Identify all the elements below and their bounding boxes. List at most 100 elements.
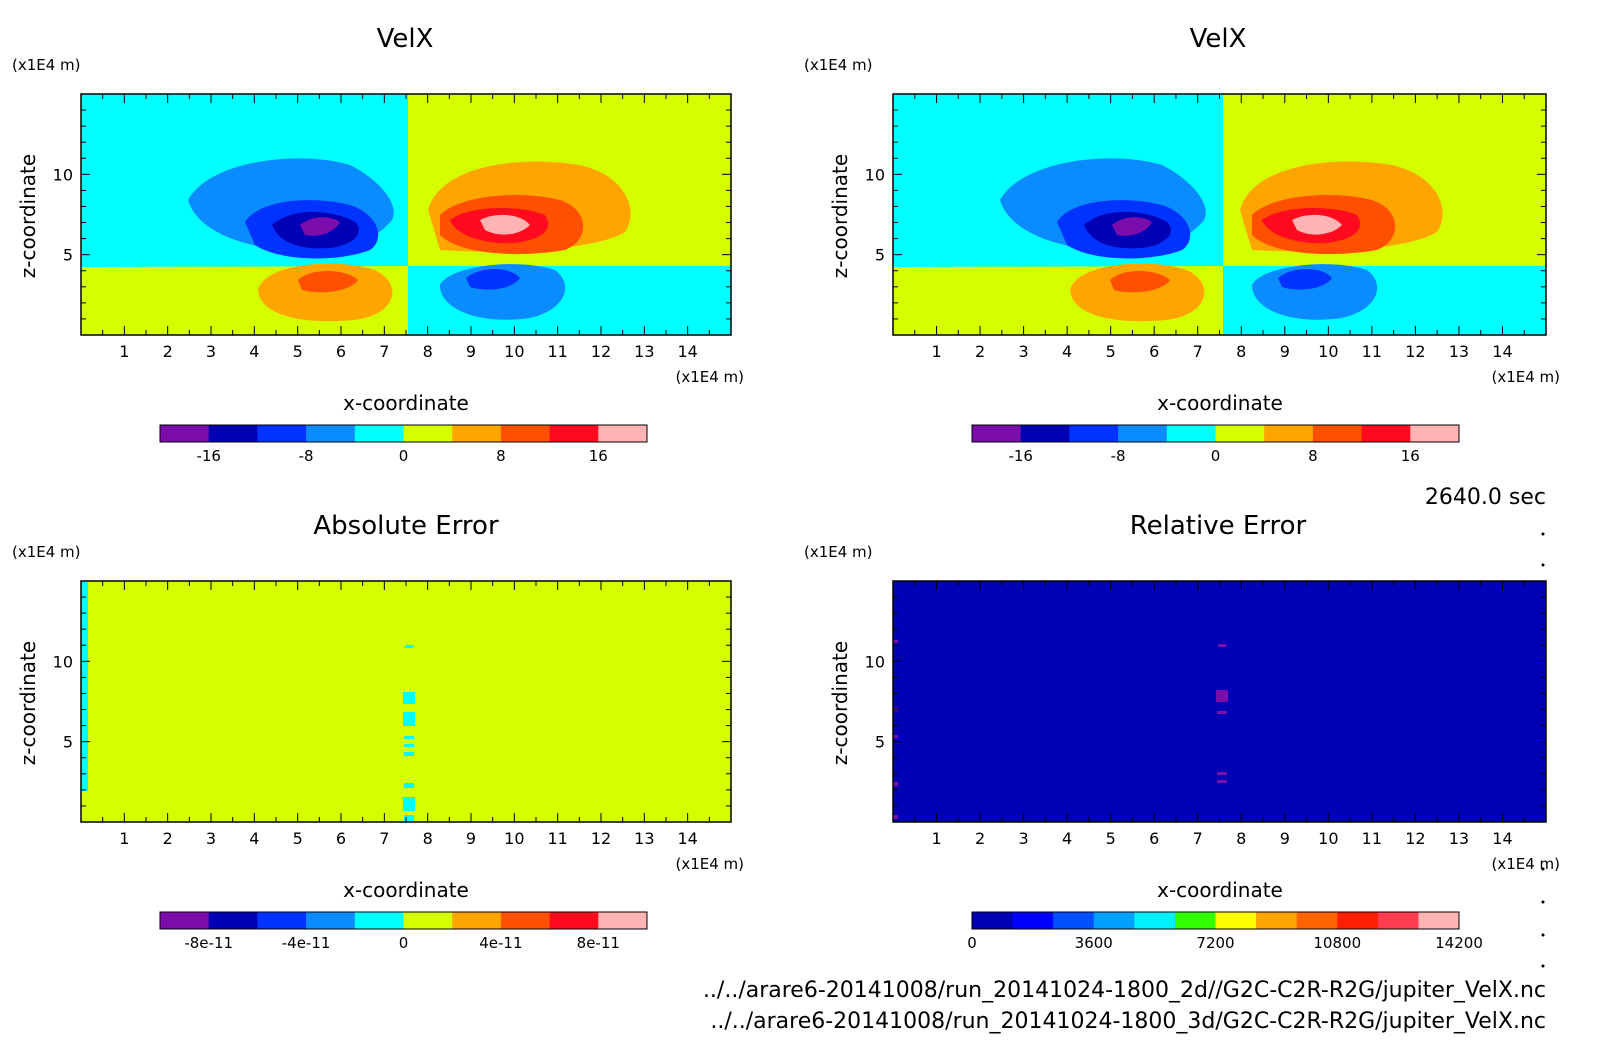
x-tick-label: 9: [1280, 829, 1290, 848]
colorbar-swatch: [500, 912, 551, 929]
colorbar-swatch: [1166, 425, 1216, 442]
x-tick-label: 9: [1280, 342, 1290, 361]
panel-velx-right: VelX (x1E4 m) 1 2 3 4 5 6 7 8 9 10 11 12 13 14 510 (x…: [804, 24, 1560, 465]
contour-pos-core: [1292, 214, 1342, 235]
colorbar-tick-label: 8: [496, 447, 506, 465]
colorbar-swatch: [598, 425, 648, 442]
x-tick-label: 5: [293, 829, 303, 848]
colorbar-swatch: [208, 425, 258, 442]
y-ticks: 5 10: [865, 596, 1546, 807]
error-mark: [1217, 780, 1227, 783]
x-unit-label: (x1E4 m): [675, 855, 744, 873]
colorbar-swatch: [160, 425, 210, 442]
x-tick-label: 7: [1193, 829, 1203, 848]
y-axis-label: z-coordinate: [828, 641, 852, 765]
error-mark: [404, 783, 414, 788]
plot-area: [892, 580, 1547, 823]
x-unit-label: (x1E4 m): [1491, 855, 1560, 873]
x-tick-label: 1: [931, 829, 941, 848]
dot: [1541, 867, 1545, 871]
x-tick-label: 12: [591, 829, 611, 848]
colorbar-frame: [159, 424, 648, 443]
error-mark: [403, 797, 415, 811]
dot: [1541, 563, 1545, 567]
colorbar-tick-label: -8: [1111, 447, 1126, 465]
error-mark: [1217, 772, 1227, 775]
x-ticks: 1 2 3 4 5 6 7 8 9 10 11 12 13 14: [914, 581, 1525, 848]
x-tick-label: 2: [975, 342, 985, 361]
panel-absolute-error: Absolute Error (x1E4 m) 1 2 3 4 5 6 7 8 9 10 11 12 1…: [12, 511, 744, 952]
colorbar-swatch: [208, 912, 258, 929]
x-tick-label: 4: [249, 829, 259, 848]
x-tick-label: 8: [423, 342, 433, 361]
error-mark: [405, 645, 413, 648]
x-tick-label: 13: [1449, 829, 1469, 848]
x-tick-label: 5: [293, 342, 303, 361]
x-tick-label: 6: [1149, 342, 1159, 361]
x-tick-label: 5: [1106, 829, 1116, 848]
colorbar-tick-label: 16: [1401, 447, 1420, 465]
colorbar-swatch: [1215, 425, 1265, 442]
x-tick-label: 2: [163, 829, 173, 848]
colorbar-tick-label: -8e-11: [184, 934, 233, 952]
colorbar-swatch: [452, 912, 502, 929]
x-tick-label: 4: [1062, 829, 1072, 848]
colorbar-tick-label: 0: [399, 447, 409, 465]
y-axis-label: z-coordinate: [828, 154, 852, 278]
error-strip-left: [81, 581, 88, 791]
x-tick-label: 6: [336, 829, 346, 848]
colorbar-swatch: [1215, 912, 1257, 929]
x-tick-label: 11: [1362, 342, 1382, 361]
x-tick-label: 13: [634, 829, 654, 848]
contour-pos-core: [480, 214, 530, 235]
y-tick-label: 5: [63, 246, 73, 265]
x-tick-label: 12: [1405, 342, 1425, 361]
panel-title: VelX: [377, 24, 434, 54]
x-tick-label: 1: [931, 342, 941, 361]
colorbar-swatch: [1410, 425, 1460, 442]
x-tick-label: 3: [1019, 342, 1029, 361]
y-ticks: 5 10: [53, 596, 731, 807]
contour-lower-pos-inner: [298, 271, 358, 293]
x-unit-label: (x1E4 m): [675, 368, 744, 386]
margin-dots: [1541, 532, 1545, 968]
colorbar-swatch: [549, 425, 599, 442]
colorbar-swatch: [1256, 912, 1298, 929]
plot-area: [80, 93, 732, 336]
colorbar-frame: [971, 911, 1460, 930]
x-tick-label: 7: [379, 829, 389, 848]
y-unit-label: (x1E4 m): [12, 56, 81, 74]
colorbar-tick-label: 0: [399, 934, 409, 952]
x-tick-label: 11: [547, 342, 567, 361]
colorbar-tick-label: 8e-11: [577, 934, 620, 952]
y-axis-label: z-coordinate: [16, 154, 40, 278]
colorbar-swatch: [306, 912, 356, 929]
x-unit-label: (x1E4 m): [1491, 368, 1560, 386]
error-mark: [404, 815, 414, 822]
colorbar-tick-label: 8: [1308, 447, 1318, 465]
x-tick-label: 6: [336, 342, 346, 361]
colorbar-swatch: [1118, 425, 1168, 442]
y-tick-label: 5: [875, 246, 885, 265]
x-tick-label: 8: [1236, 829, 1246, 848]
x-tick-label: 3: [1019, 829, 1029, 848]
x-axis-label: x-coordinate: [343, 391, 469, 415]
panel-title: Relative Error: [1130, 511, 1307, 541]
x-tick-label: 2: [975, 829, 985, 848]
contour-lower-pos-inner: [1110, 271, 1170, 293]
colorbar-tick-label: 10800: [1313, 934, 1361, 952]
error-mark: [403, 692, 415, 704]
colorbar-swatch: [403, 912, 453, 929]
colorbar: -8e-11 -4e-11 0 4e-11 8e-11: [159, 911, 648, 952]
contour-neg-core: [1112, 217, 1152, 236]
colorbar-tick-label: 16: [589, 447, 608, 465]
x-ticks: 1 2 3 4 5 6 7 8 9 10 11 12 13 14: [102, 94, 710, 361]
x-tick-label: 14: [677, 829, 697, 848]
colorbar-swatch: [1134, 912, 1176, 929]
colorbar-swatch: [257, 912, 307, 929]
colorbar-tick-label: -4e-11: [282, 934, 331, 952]
colorbar-swatch: [452, 425, 502, 442]
colorbar-tick-label: 14200: [1435, 934, 1483, 952]
colorbar: -16 -8 0 8 16: [159, 424, 648, 465]
y-tick-label: 10: [53, 165, 73, 184]
